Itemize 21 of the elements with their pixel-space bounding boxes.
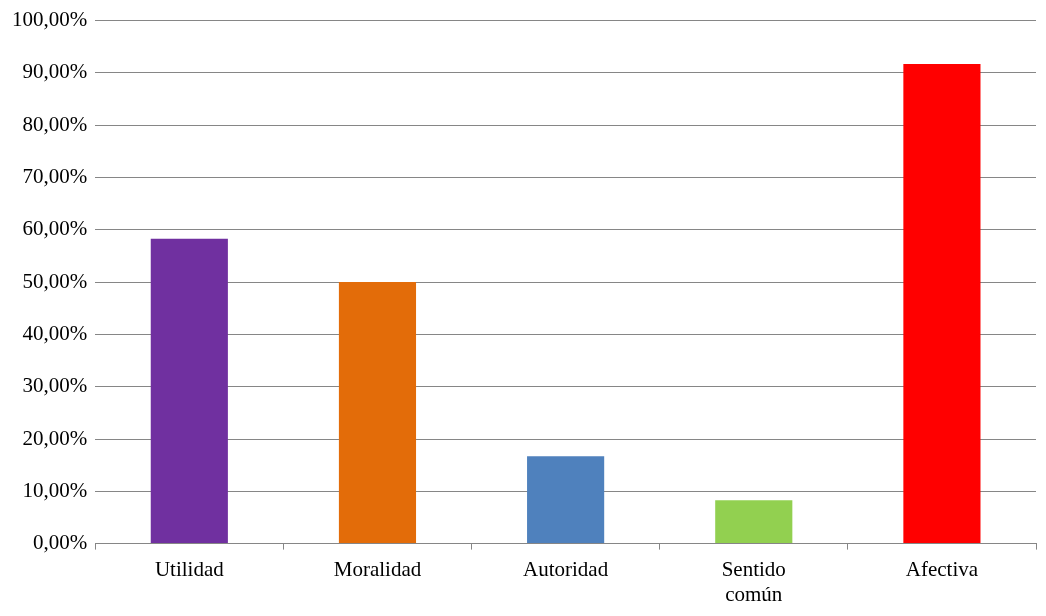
- bar: [715, 500, 793, 544]
- y-tick-label: 70,00%: [22, 164, 88, 189]
- x-tick-label: Sentido común: [721, 556, 786, 606]
- y-tick-label: 50,00%: [22, 268, 88, 293]
- y-tick-label: 20,00%: [22, 425, 88, 450]
- y-tick-label: 100,00%: [11, 7, 88, 32]
- y-tick-label: 30,00%: [22, 373, 88, 398]
- y-tick-label: 80,00%: [22, 111, 88, 136]
- y-tick-label: 90,00%: [22, 59, 88, 84]
- bar: [150, 238, 228, 544]
- y-tick-label: 60,00%: [22, 216, 88, 241]
- bar: [527, 456, 605, 544]
- x-tick-label: Moralidad: [333, 556, 422, 581]
- bar: [338, 282, 417, 544]
- x-tick-label: Autoridad: [523, 556, 609, 581]
- x-tick-label: Utilidad: [154, 556, 225, 581]
- x-tick-label: Afectiva: [905, 556, 979, 581]
- y-tick-label: 0,00%: [32, 530, 88, 555]
- y-tick-label: 10,00%: [22, 477, 88, 502]
- y-tick-label: 40,00%: [22, 320, 88, 345]
- bar: [903, 64, 981, 544]
